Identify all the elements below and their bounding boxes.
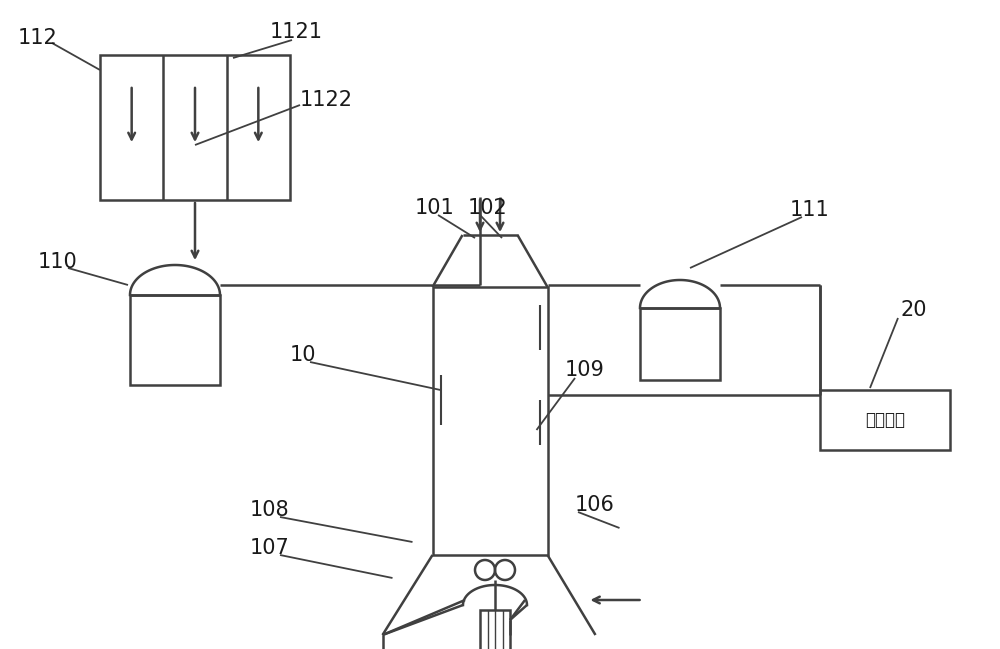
Text: 106: 106 bbox=[575, 495, 615, 515]
Text: 109: 109 bbox=[565, 360, 605, 380]
Text: 1121: 1121 bbox=[270, 22, 323, 42]
Bar bbox=[130, 295, 220, 385]
Text: 控制系统: 控制系统 bbox=[865, 411, 905, 429]
Text: 112: 112 bbox=[18, 28, 58, 48]
Bar bbox=[820, 390, 950, 450]
Text: 107: 107 bbox=[250, 538, 290, 558]
Text: 108: 108 bbox=[250, 500, 290, 520]
Text: 10: 10 bbox=[290, 345, 316, 365]
Bar bbox=[640, 308, 720, 380]
Text: 102: 102 bbox=[468, 198, 508, 218]
Text: 110: 110 bbox=[38, 252, 78, 272]
Text: 101: 101 bbox=[415, 198, 455, 218]
Text: 1122: 1122 bbox=[300, 90, 353, 110]
Bar bbox=[100, 55, 290, 200]
Bar bbox=[432, 287, 548, 555]
Text: 111: 111 bbox=[790, 200, 830, 220]
Text: 20: 20 bbox=[900, 300, 926, 320]
Bar bbox=[480, 610, 510, 649]
